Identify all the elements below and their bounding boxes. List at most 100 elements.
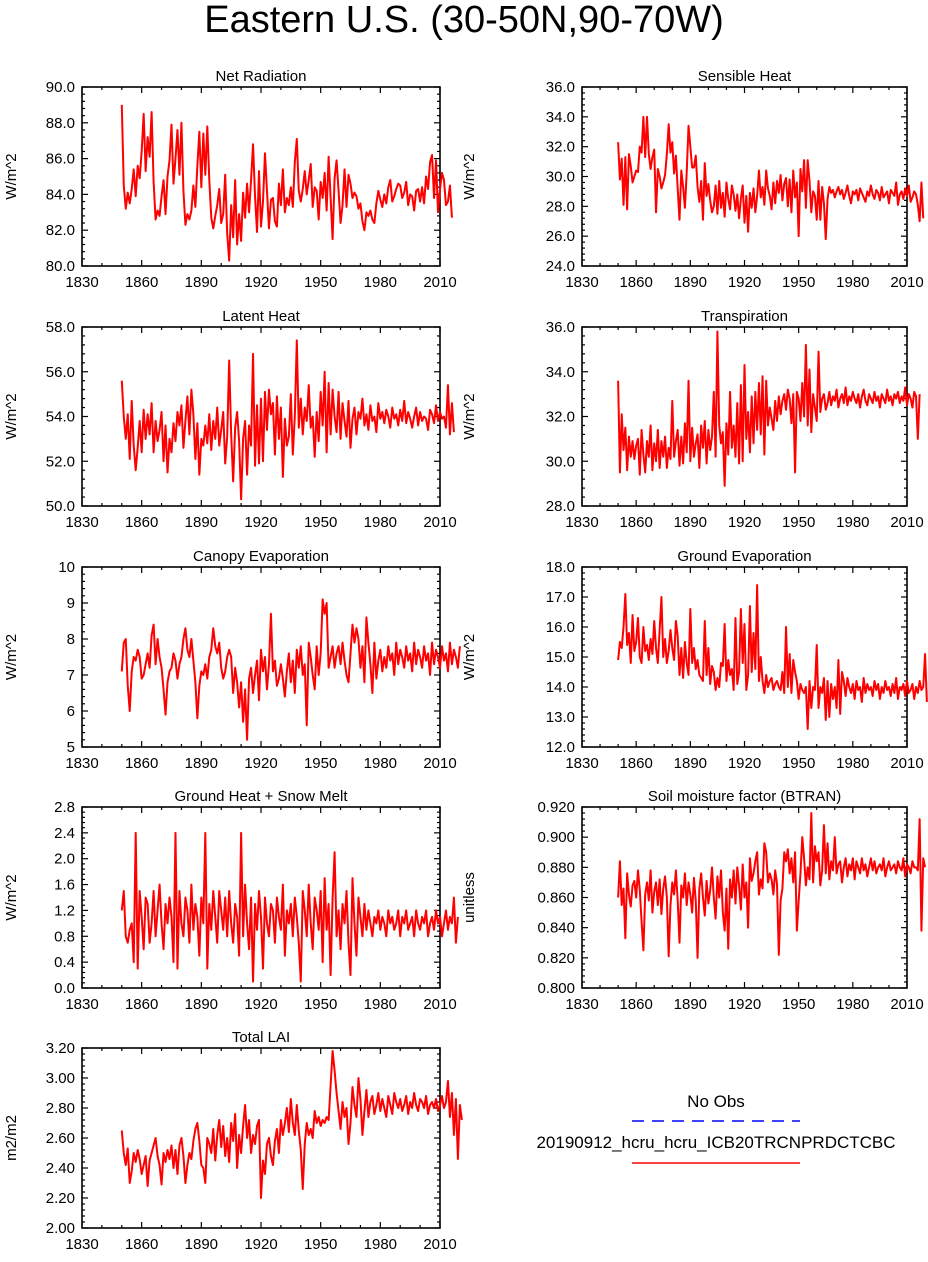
x-tick-label: 1920: [728, 514, 761, 531]
x-tick-label: 1890: [185, 996, 218, 1013]
x-tick-label: 1980: [364, 1236, 397, 1253]
x-tick-label: 1830: [65, 996, 98, 1013]
panel-latent-heat: Latent Heat 1830 1860 1890 1920 1950 1980 2010 5…: [3, 308, 457, 531]
y-tick-label: 56.0: [46, 364, 75, 381]
y-tick-label: 17.0: [546, 589, 575, 606]
y-tick-label: 32.0: [546, 409, 575, 426]
series-line: [617, 584, 928, 730]
x-tick-label: 1830: [565, 996, 598, 1013]
panel-title: Transpiration: [701, 308, 788, 325]
x-tick-label: 2010: [890, 996, 923, 1013]
x-tick-label: 2010: [890, 755, 923, 772]
series-line: [120, 339, 455, 501]
y-tick-label: 0.900: [537, 829, 575, 846]
y-tick-label: 34.0: [546, 109, 575, 126]
y-tick-label: 58.0: [46, 319, 75, 336]
x-tick-label: 1950: [304, 274, 337, 291]
y-axis-label: W/m^2: [3, 153, 20, 199]
y-axis-label: m2/m2: [3, 1115, 20, 1161]
y-tick-label: 0.840: [537, 920, 575, 937]
panel-sensible-heat: Sensible Heat 1830 1860 1890 1920 1950 1980 201…: [461, 68, 925, 291]
x-tick-label: 1950: [304, 1236, 337, 1253]
y-axis-label: W/m^2: [461, 393, 478, 439]
y-tick-label: 16.0: [546, 619, 575, 636]
x-tick-label: 1890: [674, 274, 707, 291]
y-tick-label: 28.0: [546, 498, 575, 515]
panel-title: Ground Evaporation: [677, 548, 811, 565]
panel-title: Net Radiation: [216, 68, 307, 85]
x-tick-label: 1950: [304, 996, 337, 1013]
y-tick-label: 0.4: [54, 954, 75, 971]
x-tick-label: 1890: [674, 996, 707, 1013]
y-tick-label: 30.0: [546, 169, 575, 186]
panel-ground-heat-snow-melt: Ground Heat + Snow Melt 1830 1860 1890 1920 1…: [3, 788, 459, 1013]
y-tick-label: 36.0: [546, 319, 575, 336]
x-tick-label: 2010: [423, 1236, 456, 1253]
y-tick-label: 9: [67, 595, 75, 612]
panel-title: Latent Heat: [222, 308, 300, 325]
panel-soil-moisture-factor-btran: Soil moisture factor (BTRAN) 1830 1860 1890…: [461, 788, 927, 1013]
panel-title: Ground Heat + Snow Melt: [174, 788, 348, 805]
x-tick-label: 1860: [125, 755, 158, 772]
y-tick-label: 0.8: [54, 928, 75, 945]
y-tick-label: 26.0: [546, 228, 575, 245]
x-tick-label: 1980: [364, 996, 397, 1013]
x-tick-label: 1950: [782, 514, 815, 531]
y-tick-label: 34.0: [546, 364, 575, 381]
y-tick-label: 50.0: [46, 498, 75, 515]
panel-title: Total LAI: [232, 1029, 290, 1046]
x-tick-label: 1860: [619, 274, 652, 291]
panel-title: Soil moisture factor (BTRAN): [648, 788, 841, 805]
x-tick-label: 1950: [782, 996, 815, 1013]
x-tick-label: 1890: [185, 755, 218, 772]
x-tick-label: 1950: [782, 274, 815, 291]
x-tick-label: 1830: [565, 755, 598, 772]
x-tick-label: 1980: [836, 996, 869, 1013]
y-tick-label: 2.00: [46, 1220, 75, 1237]
x-tick-label: 1980: [836, 514, 869, 531]
y-axis-label: W/m^2: [3, 874, 20, 920]
x-tick-label: 2010: [890, 274, 923, 291]
x-tick-label: 1830: [565, 514, 598, 531]
series-line: [617, 115, 925, 241]
y-tick-label: 0.920: [537, 799, 575, 816]
series-line: [617, 812, 927, 959]
y-tick-label: 2.80: [46, 1100, 75, 1117]
x-tick-label: 1830: [65, 514, 98, 531]
y-tick-label: 14.0: [546, 679, 575, 696]
legend-label-obs: No Obs: [687, 1092, 745, 1111]
x-tick-label: 2010: [423, 755, 456, 772]
y-tick-label: 2.0: [54, 851, 75, 868]
panel-transpiration: Transpiration 1830 1860 1890 1920 1950 1980 201…: [461, 308, 924, 531]
panel-canopy-evaporation: Canopy Evaporation 1830 1860 1890 1920 1950 19…: [3, 548, 461, 772]
x-tick-label: 1860: [619, 514, 652, 531]
y-tick-label: 10: [58, 559, 75, 576]
y-tick-label: 8: [67, 631, 75, 648]
x-tick-label: 1890: [185, 274, 218, 291]
x-tick-label: 1950: [782, 755, 815, 772]
y-axis-label: W/m^2: [461, 634, 478, 680]
y-tick-label: 3.20: [46, 1040, 75, 1057]
y-tick-label: 0.880: [537, 859, 575, 876]
x-tick-label: 1860: [125, 274, 158, 291]
x-tick-label: 1830: [65, 1236, 98, 1253]
y-tick-label: 1.2: [54, 902, 75, 919]
y-tick-label: 88.0: [46, 115, 75, 132]
x-tick-label: 1920: [244, 755, 277, 772]
x-tick-label: 1980: [364, 514, 397, 531]
x-tick-label: 1890: [185, 1236, 218, 1253]
x-tick-label: 1860: [125, 996, 158, 1013]
x-tick-label: 1890: [674, 514, 707, 531]
y-tick-label: 52.0: [46, 453, 75, 470]
plot-frame: [81, 86, 441, 267]
y-tick-label: 7: [67, 667, 75, 684]
y-tick-label: 0.860: [537, 890, 575, 907]
x-tick-label: 2010: [423, 514, 456, 531]
x-tick-label: 2010: [890, 514, 923, 531]
x-tick-label: 1920: [244, 1236, 277, 1253]
y-tick-label: 5: [67, 739, 75, 756]
y-tick-label: 2.60: [46, 1130, 75, 1147]
y-tick-label: 0.820: [537, 950, 575, 967]
y-tick-label: 80.0: [46, 258, 75, 275]
y-tick-label: 36.0: [546, 79, 575, 96]
